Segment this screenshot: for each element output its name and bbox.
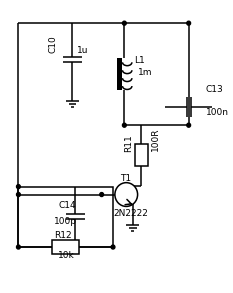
Text: R11: R11 — [124, 134, 133, 152]
Circle shape — [115, 183, 138, 207]
Circle shape — [187, 123, 191, 127]
Bar — [117, 58, 122, 90]
Text: C13: C13 — [206, 84, 223, 93]
Text: C10: C10 — [49, 35, 58, 53]
Circle shape — [123, 21, 126, 25]
Text: 10k: 10k — [58, 251, 75, 260]
Bar — [18, 187, 113, 247]
Text: L1: L1 — [134, 56, 144, 65]
Text: 100n: 100n — [206, 108, 229, 117]
Circle shape — [17, 245, 20, 249]
Circle shape — [100, 193, 103, 197]
Circle shape — [17, 193, 20, 197]
Text: T1: T1 — [120, 174, 131, 183]
Text: 100p: 100p — [54, 217, 77, 226]
Bar — [52, 240, 79, 254]
Bar — [135, 144, 148, 166]
Text: 1u: 1u — [77, 46, 89, 55]
Text: 100R: 100R — [151, 127, 160, 151]
Circle shape — [17, 185, 20, 189]
Text: C14: C14 — [58, 201, 76, 210]
Circle shape — [111, 245, 115, 249]
Circle shape — [123, 123, 126, 127]
Circle shape — [187, 21, 191, 25]
Text: 2N2222: 2N2222 — [113, 209, 148, 218]
Text: R12: R12 — [54, 231, 72, 240]
Text: 1m: 1m — [138, 68, 152, 77]
